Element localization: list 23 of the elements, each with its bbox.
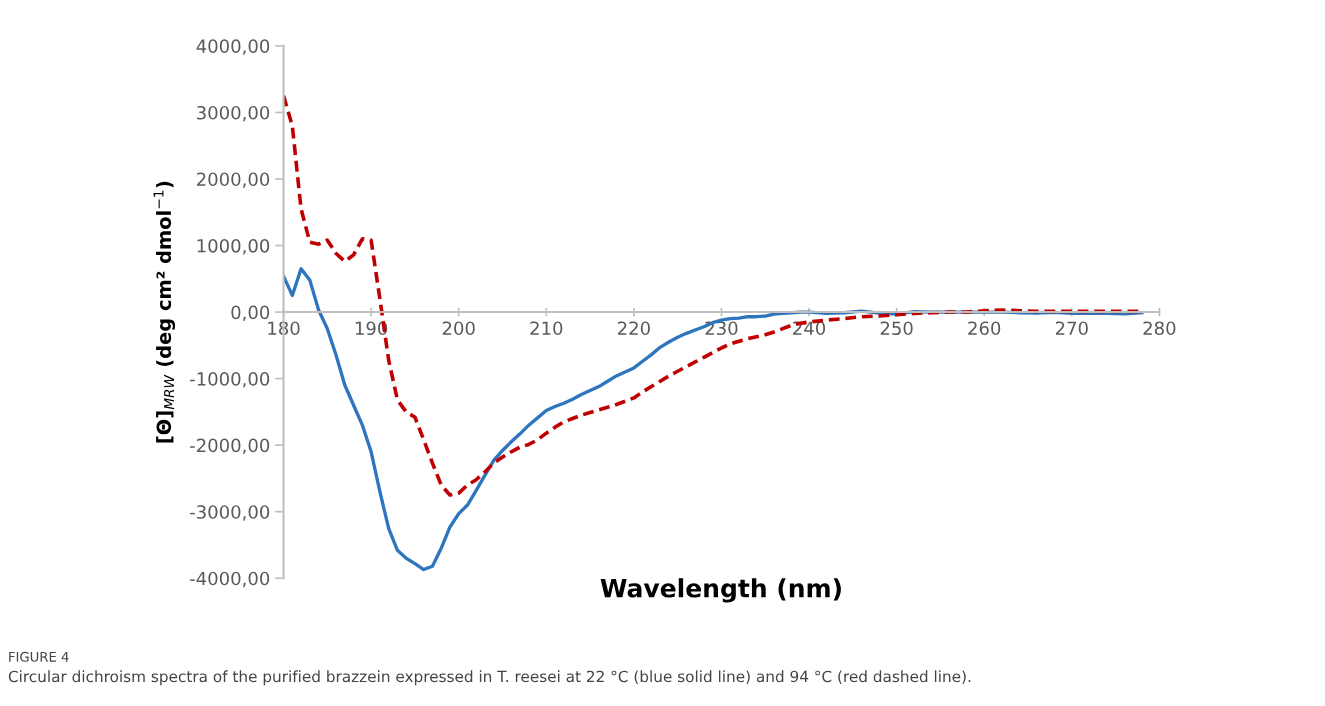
x-tick-label: 260 — [968, 321, 1001, 336]
y-tick-label: -2000,00 — [190, 438, 270, 455]
x-tick-label: 230 — [705, 321, 738, 336]
y-tick-label: -4000,00 — [190, 571, 270, 588]
y-tick-label: 4000,00 — [196, 39, 270, 55]
y-tick-label: 3000,00 — [197, 105, 270, 122]
x-tick-label: 180 — [268, 321, 300, 336]
y-tick-label: -3000,00 — [190, 505, 270, 521]
x-tick-label: 250 — [880, 321, 913, 336]
y-tick-label: 1000,00 — [197, 238, 270, 255]
x-tick-label: 220 — [617, 321, 650, 336]
y-tick-label: -1000,00 — [190, 372, 270, 388]
x-tick-label: 240 — [793, 321, 826, 336]
caption: FIGURE 4 — [9, 651, 69, 662]
x-tick-label: 280 — [1143, 321, 1176, 336]
x-tick-label: 200 — [442, 321, 475, 336]
y-tick-label: 0,00 — [231, 305, 270, 322]
x-tick-label: 210 — [530, 321, 563, 336]
x-tick-label: 270 — [1055, 321, 1088, 336]
y-axis-title: [Θ]$_{MRW}$ (deg cm² dmol$^{−1}$) — [153, 181, 176, 443]
y-tick-label: 2000,00 — [197, 172, 270, 188]
x-axis-title: Wavelength (nm) — [600, 578, 841, 603]
text: Circular dichroism spectra of the purified brazzein expressed in T. reesei at 22 °C (blue solid line) and 94 °C (red dashed line). — [8, 670, 971, 686]
